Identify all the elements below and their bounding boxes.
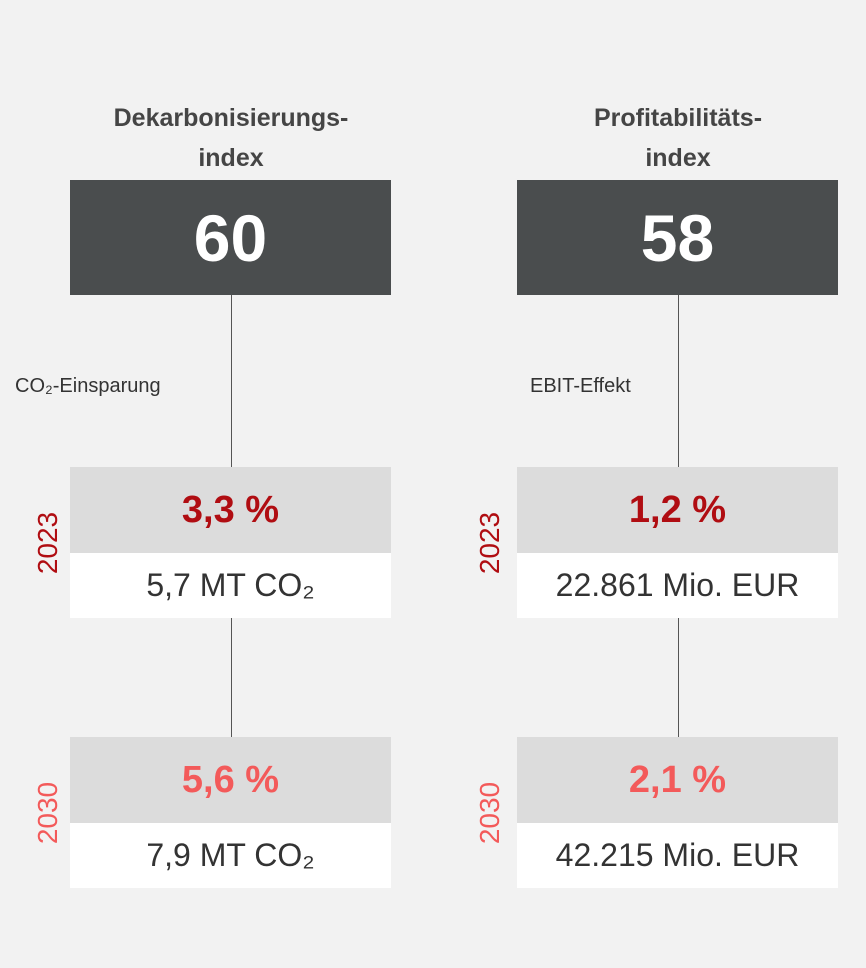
column-title: index [198, 144, 264, 172]
year-label: 2030 [32, 781, 63, 845]
year-label: 2023 [474, 511, 505, 575]
connector [231, 618, 232, 737]
connector [231, 295, 232, 467]
index-box: 58 [517, 180, 838, 295]
amount-box: 22.861 Mio. EUR [517, 553, 838, 618]
index-box: 60 [70, 180, 391, 295]
connector [678, 295, 679, 467]
column-title: Dekarbonisierungs- [113, 104, 349, 132]
percent-box: 5,6 % [70, 737, 391, 823]
percent-box: 1,2 % [517, 467, 838, 553]
amount-box: 5,7 MT CO₂ [70, 553, 391, 618]
percent-box: 3,3 % [70, 467, 391, 553]
connector [678, 618, 679, 737]
year-label: 2030 [474, 781, 505, 845]
amount-box: 42.215 Mio. EUR [517, 823, 838, 888]
percent-box: 2,1 % [517, 737, 838, 823]
connector-label: CO₂-Einsparung [15, 375, 161, 397]
column-title: Profitabilitäts- [593, 104, 763, 132]
year-label: 2023 [32, 511, 63, 575]
connector-label: EBIT-Effekt [530, 375, 631, 397]
amount-box: 7,9 MT CO₂ [70, 823, 391, 888]
column-title: index [645, 144, 711, 172]
